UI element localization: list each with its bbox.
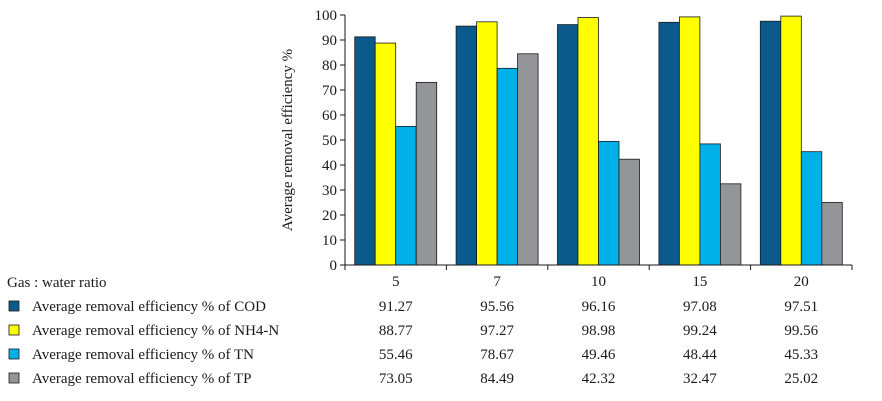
table-value: 96.16: [582, 299, 616, 315]
y-tick-label: 80: [322, 58, 337, 74]
bar: [415, 81, 438, 266]
y-tick-label: 20: [322, 208, 337, 224]
legend-swatch: [8, 372, 20, 384]
bar: [598, 140, 620, 266]
x-tick-label: 5: [392, 274, 400, 290]
x-tick-label: 15: [692, 274, 707, 290]
table-value: 99.56: [784, 323, 818, 339]
bar: [496, 67, 519, 266]
x-tick-label: 7: [493, 274, 501, 290]
axes-group: 0 10 20 30 40 50 60 70 80 90 100 5 7 10 15 20 Average re…: [280, 8, 853, 290]
y-tick-label: 50: [322, 133, 337, 149]
table-value: 97.08: [683, 299, 717, 315]
y-tick-label: 40: [322, 158, 337, 174]
table-value: 55.46: [379, 347, 413, 363]
bar: [679, 16, 701, 266]
legend-swatch: [8, 300, 20, 312]
x-tick-label: 10: [591, 274, 606, 290]
table-value: 78.67: [480, 347, 514, 363]
y-tick-label: 100: [315, 8, 338, 24]
y-tick-label: 10: [322, 233, 337, 249]
table-value: 99.24: [683, 323, 717, 339]
table-value: 42.32: [582, 371, 616, 387]
bar: [395, 125, 417, 266]
data-table: Gas : water ratio Average removal effici…: [7, 275, 819, 387]
bar: [800, 151, 823, 266]
table-value: 49.46: [582, 347, 616, 363]
table-value: 95.56: [480, 299, 514, 315]
bar: [455, 25, 478, 266]
bar: [577, 17, 599, 266]
table-value: 84.49: [480, 371, 514, 387]
table-value: 73.05: [379, 371, 413, 387]
table-header: Gas : water ratio: [7, 275, 107, 291]
legend-label: Average removal efficiency % of COD: [32, 299, 266, 315]
table-value: 25.02: [784, 371, 818, 387]
bar: [354, 36, 376, 266]
y-tick-label: 60: [322, 108, 337, 124]
bar: [780, 15, 802, 266]
bar: [821, 202, 843, 266]
legend-label: Average removal efficiency % of TN: [32, 347, 254, 363]
bar: [658, 21, 680, 266]
legend-swatch: [8, 324, 20, 336]
bar: [374, 42, 397, 266]
x-tick-label: 20: [794, 274, 809, 290]
table-value: 97.27: [480, 323, 514, 339]
table-value: 32.47: [683, 371, 717, 387]
bar: [517, 53, 539, 266]
bars-group: [354, 15, 843, 266]
y-axis-title: Average removal efficiency %: [280, 49, 296, 231]
y-tick-label: 0: [330, 258, 338, 274]
table-value: 48.44: [683, 347, 717, 363]
bar: [618, 158, 640, 266]
table-value: 97.51: [784, 299, 818, 315]
bar: [759, 20, 782, 266]
bar: [557, 24, 579, 266]
bar: [476, 21, 498, 266]
y-tick-label: 30: [322, 183, 337, 199]
bar: [720, 183, 742, 266]
table-value: 91.27: [379, 299, 413, 315]
y-tick-label: 90: [322, 33, 337, 49]
legend-swatch: [8, 348, 20, 360]
bar: [699, 143, 721, 266]
table-value: 88.77: [379, 323, 413, 339]
y-tick-label: 70: [322, 83, 337, 99]
legend-label: Average removal efficiency % of TP: [32, 371, 252, 387]
legend-label: Average removal efficiency % of NH4-N: [32, 323, 279, 339]
table-value: 45.33: [784, 347, 818, 363]
table-value: 98.98: [582, 323, 616, 339]
